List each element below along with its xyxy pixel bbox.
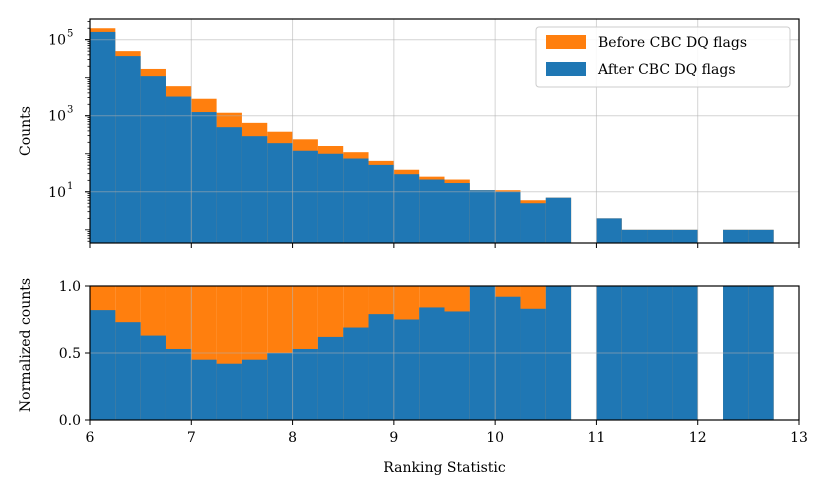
normalized-after-bar-3 [165,348,192,420]
after-bar-3 [165,96,192,243]
counts-ytick-label-1: 10 [48,109,66,125]
after-bar-23 [672,229,698,243]
after-bar-1 [115,56,141,243]
after-bar-9 [317,153,344,243]
normalized-y-axis-label: Normalized counts [18,278,34,412]
after-bar-14 [444,183,470,243]
after-bar-11 [368,164,394,243]
xtick-label-2: 8 [288,430,297,446]
legend-label-before: Before CBC DQ flags [598,35,747,51]
counts-gridlines [89,19,800,243]
normalized-after-bar-2 [140,335,166,420]
after-bar-12 [393,174,420,243]
counts-ytick-exponent-1: 3 [67,105,73,116]
normalized-panel: 6 7 8 9 10 11 12 130.00.51.0 Normalized counts … [18,278,808,476]
normalized-after-bar-6 [241,359,268,420]
legend-box [535,26,791,88]
normalized-after-bar-5 [216,363,242,420]
counts-axes-frame [89,18,800,244]
after-bar-13 [419,179,445,243]
xtick-label-5: 11 [588,430,606,446]
xtick-label-6: 12 [689,430,707,446]
xtick-label-0: 6 [86,430,95,446]
normalized-after-bar-1 [115,322,141,420]
counts-ytick-label-2: 10 [48,33,66,49]
normalized-ticks: 6 7 8 9 10 11 12 13 0.0 0.5 1.0 [59,279,808,446]
normalized-ytick-label-0: 0.0 [59,413,81,429]
xtick-label-4: 10 [486,430,504,446]
normalized-after-bar-8 [292,348,318,420]
normalized-after-bar-10 [343,327,369,420]
after-bar-2 [140,76,166,244]
after-bar-22 [647,229,673,243]
normalized-axes-frame [89,285,800,421]
after-bar-21 [621,229,648,243]
normalized-ytick-label-1: 0.5 [59,346,81,362]
xtick-label-7: 13 [790,430,808,446]
legend: Before CBC DQ flags After CBC DQ flags [535,26,791,88]
after-bar-16 [495,191,521,243]
normalized-after-bar-14 [444,311,470,420]
xtick-label-1: 7 [187,430,196,446]
after-bar-6 [241,136,268,243]
normalized-after-bar-9 [317,336,344,420]
after-bar-26 [748,229,774,243]
counts-y-axis-label: Counts [18,106,34,156]
counts-bars [90,28,774,244]
after-bar-15 [469,190,496,243]
after-bar-5 [216,127,242,243]
normalized-after-bar-7 [267,353,293,420]
normalized-after-bar-4 [191,359,217,420]
after-bar-18 [545,197,572,243]
after-bar-8 [292,150,318,243]
legend-swatch-before [546,35,586,49]
after-bar-4 [191,112,217,243]
counts-ytick-exponent-0: 1 [67,181,73,192]
xtick-label-3: 9 [389,430,398,446]
normalized-after-bar-11 [368,314,394,420]
normalized-ytick-label-2: 1.0 [59,279,81,295]
normalized-after-bar-17 [520,308,546,420]
after-bar-10 [343,158,369,243]
legend-swatch-after [546,62,586,76]
counts-ytick-exponent-2: 5 [67,29,73,40]
legend-label-after: After CBC DQ flags [597,62,736,78]
counts-ytick-label-0: 10 [48,185,66,201]
normalized-after-bar-13 [419,307,445,420]
normalized-after-bar-16 [495,296,521,420]
after-bar-17 [520,203,546,243]
after-bar-7 [267,143,293,243]
normalized-after-bar-0 [90,310,116,420]
after-bar-20 [596,218,622,243]
x-axis-label: Ranking Statistic [383,460,506,476]
after-bar-25 [723,229,749,243]
normalized-after-bar-12 [393,319,420,420]
after-bar-0 [90,31,116,243]
